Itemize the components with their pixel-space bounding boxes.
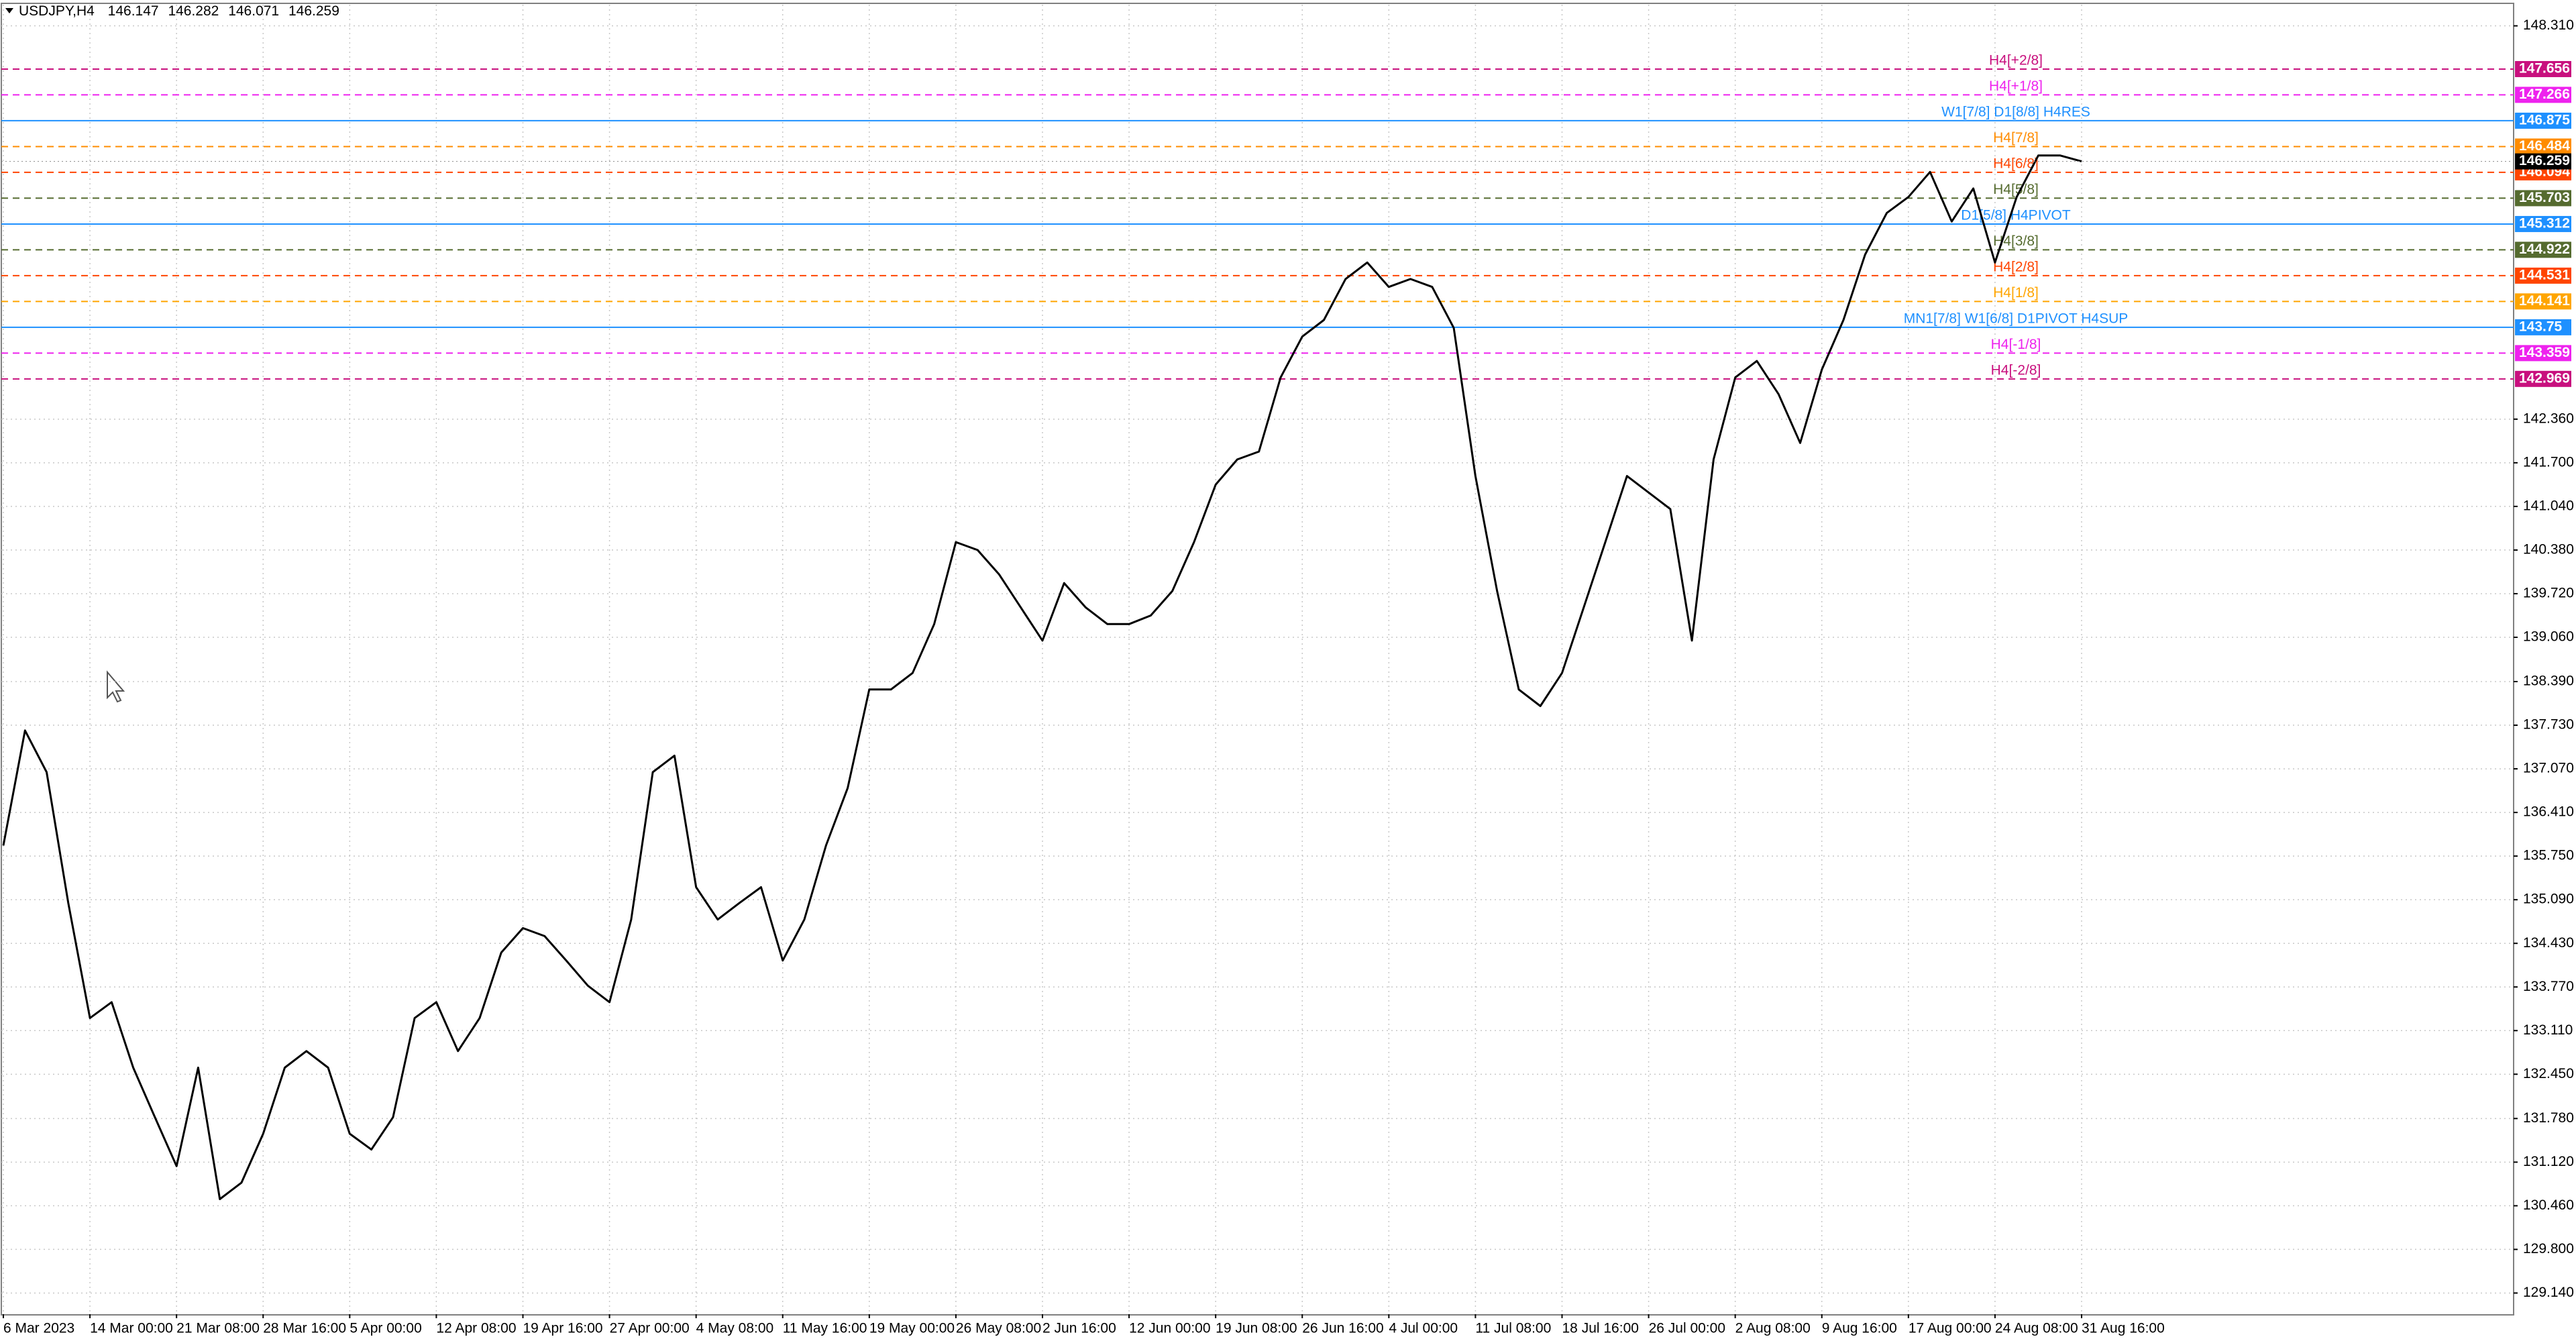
y-tick-label: 139.720 bbox=[2523, 586, 2574, 601]
y-tick-label: 140.380 bbox=[2523, 541, 2574, 557]
level-price-label: 144.141 bbox=[2519, 293, 2570, 309]
y-tick-label: 134.430 bbox=[2523, 935, 2574, 951]
y-tick-label: 141.040 bbox=[2523, 498, 2574, 513]
menu-arrow bbox=[5, 8, 13, 13]
symbol: USDJPY,H4 bbox=[19, 3, 95, 19]
y-tick-label: 133.770 bbox=[2523, 979, 2574, 994]
current-price-box bbox=[2515, 153, 2571, 170]
x-tick-label: 4 May 08:00 bbox=[696, 1321, 774, 1336]
x-tick-label: 14 Mar 00:00 bbox=[90, 1321, 173, 1336]
x-tick-label: 19 May 00:00 bbox=[869, 1321, 955, 1336]
mouse-cursor bbox=[107, 670, 125, 703]
level-price-label: 146.875 bbox=[2519, 112, 2570, 127]
x-tick-label: 18 Jul 16:00 bbox=[1562, 1321, 1639, 1336]
x-tick-label: 11 May 16:00 bbox=[783, 1321, 867, 1336]
y-tick-label: 142.360 bbox=[2523, 411, 2574, 426]
high: 146.282 bbox=[168, 3, 219, 19]
level-label: H4[-1/8] bbox=[1991, 337, 2041, 352]
level-price-label: 147.266 bbox=[2519, 87, 2570, 102]
level-price-label: 144.531 bbox=[2519, 267, 2570, 282]
level-price-label: 144.922 bbox=[2519, 242, 2570, 257]
y-tick-label: 138.390 bbox=[2523, 674, 2574, 689]
level-label: W1[7/8] D1[8/8] H4RES bbox=[1941, 104, 2090, 119]
y-tick-label: 141.700 bbox=[2523, 454, 2574, 470]
x-tick-label: 2 Jun 16:00 bbox=[1042, 1321, 1116, 1336]
y-tick-label: 131.780 bbox=[2523, 1110, 2574, 1126]
x-tick-label: 12 Apr 08:00 bbox=[436, 1321, 516, 1336]
x-tick-label: 11 Jul 08:00 bbox=[1475, 1321, 1551, 1336]
x-tick-label: 26 Jun 16:00 bbox=[1302, 1321, 1383, 1336]
close: 146.259 bbox=[288, 3, 339, 19]
x-tick-label: 4 Jul 00:00 bbox=[1389, 1321, 1458, 1336]
level-price-box bbox=[2515, 242, 2571, 258]
x-tick-label: 26 May 08:00 bbox=[956, 1321, 1041, 1336]
x-tick-label: 6 Mar 2023 bbox=[3, 1321, 74, 1336]
level-label: H4[+2/8] bbox=[1989, 53, 2043, 68]
level-price-box bbox=[2515, 215, 2571, 232]
x-tick-label: 19 Apr 16:00 bbox=[523, 1321, 603, 1336]
y-tick-label: 131.120 bbox=[2523, 1154, 2574, 1169]
level-label: H4[7/8] bbox=[1993, 130, 2039, 146]
level-price-label: 142.969 bbox=[2519, 370, 2570, 386]
level-label: H4[3/8] bbox=[1993, 233, 2039, 249]
y-tick-label: 135.750 bbox=[2523, 848, 2574, 863]
level-price-box bbox=[2515, 190, 2571, 207]
level-price-box bbox=[2515, 112, 2571, 129]
x-tick-label: 28 Mar 16:00 bbox=[263, 1321, 346, 1336]
x-tick-label: 24 Aug 08:00 bbox=[1995, 1321, 2078, 1336]
low: 146.071 bbox=[228, 3, 279, 19]
level-price-box bbox=[2515, 267, 2571, 284]
y-tick-label: 148.310 bbox=[2523, 17, 2574, 33]
level-price-box bbox=[2515, 370, 2571, 387]
y-tick-label: 137.070 bbox=[2523, 761, 2574, 776]
x-tick-label: 17 Aug 00:00 bbox=[1909, 1321, 1992, 1336]
level-price-box bbox=[2515, 319, 2571, 335]
level-price-box bbox=[2515, 87, 2571, 103]
price-line bbox=[2, 154, 2082, 1200]
y-tick-label: 129.140 bbox=[2523, 1285, 2574, 1300]
level-price-label: 146.484 bbox=[2519, 138, 2570, 154]
level-label: MN1[7/8] W1[6/8] D1PIVOT H4SUP bbox=[1904, 311, 2129, 326]
x-tick-label: 19 Jun 08:00 bbox=[1216, 1321, 1297, 1336]
level-label: H4[2/8] bbox=[1993, 259, 2039, 274]
header: USDJPY,H4 146.147 146.282 146.071 146.25… bbox=[19, 3, 339, 19]
plot-frame bbox=[1, 3, 2514, 1316]
y-tick-label: 136.410 bbox=[2523, 804, 2574, 820]
x-tick-label: 21 Mar 08:00 bbox=[176, 1321, 260, 1336]
x-tick-label: 2 Aug 08:00 bbox=[1735, 1321, 1811, 1336]
level-price-label: 143.75 bbox=[2519, 319, 2563, 334]
y-tick-label: 130.460 bbox=[2523, 1197, 2574, 1213]
x-tick-label: 5 Apr 00:00 bbox=[350, 1321, 421, 1336]
level-label: H4[5/8] bbox=[1993, 182, 2039, 197]
level-price-box bbox=[2515, 293, 2571, 310]
level-price-box bbox=[2515, 345, 2571, 362]
current-price-label: 146.259 bbox=[2519, 153, 2570, 168]
level-label: H4[-2/8] bbox=[1991, 362, 2041, 378]
open: 146.147 bbox=[108, 3, 159, 19]
x-tick-label: 27 Apr 00:00 bbox=[610, 1321, 690, 1336]
level-label: H4[6/8] bbox=[1993, 156, 2039, 171]
x-tick-label: 12 Jun 00:00 bbox=[1129, 1321, 1210, 1336]
y-tick-label: 135.090 bbox=[2523, 892, 2574, 907]
level-price-label: 143.359 bbox=[2519, 345, 2570, 360]
x-tick-label: 9 Aug 16:00 bbox=[1822, 1321, 1897, 1336]
x-tick-label: 31 Aug 16:00 bbox=[2082, 1321, 2165, 1336]
y-tick-label: 139.060 bbox=[2523, 629, 2574, 645]
level-label: H4[+1/8] bbox=[1989, 78, 2043, 94]
y-tick-label: 129.800 bbox=[2523, 1241, 2574, 1256]
level-label: H4[1/8] bbox=[1993, 285, 2039, 301]
y-tick-label: 132.450 bbox=[2523, 1066, 2574, 1081]
level-price-box bbox=[2515, 60, 2571, 77]
x-tick-label: 26 Jul 00:00 bbox=[1649, 1321, 1725, 1336]
y-tick-label: 137.730 bbox=[2523, 717, 2574, 733]
level-price-label: 147.656 bbox=[2519, 61, 2570, 76]
level-label: D1[5/8] H4PIVOT bbox=[1961, 207, 2071, 223]
level-price-label: 145.703 bbox=[2519, 190, 2570, 205]
level-price-box bbox=[2515, 138, 2571, 155]
y-tick-label: 133.110 bbox=[2523, 1022, 2573, 1038]
level-price-label: 145.312 bbox=[2519, 215, 2570, 231]
